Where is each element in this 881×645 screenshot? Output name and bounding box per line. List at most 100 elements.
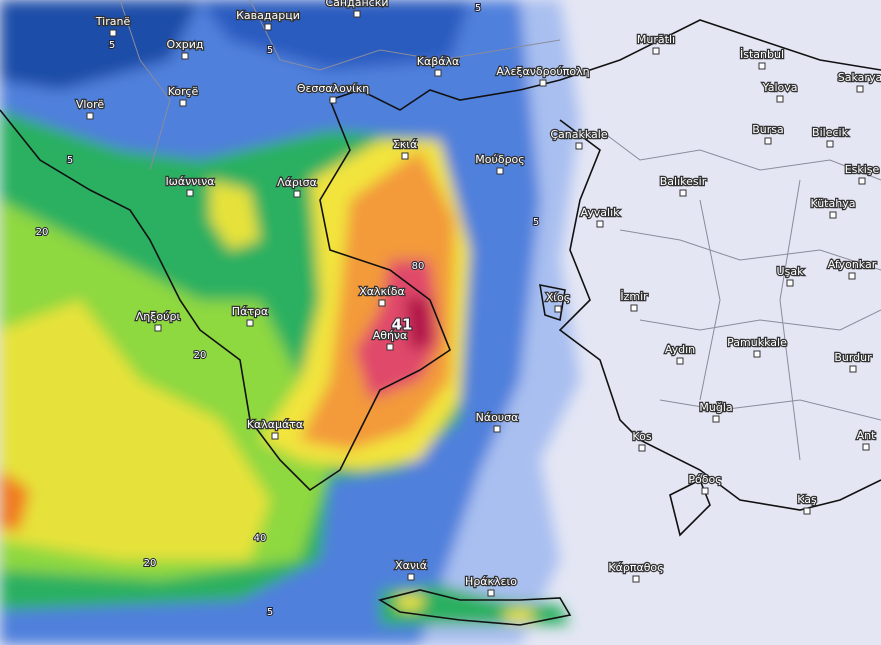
city-marker — [849, 365, 857, 373]
city-label: Χαλκίδα — [359, 285, 404, 298]
contour-label: 5 — [267, 45, 273, 56]
city-marker — [554, 305, 562, 313]
city-marker — [386, 343, 394, 351]
city-marker — [181, 52, 189, 60]
city-marker — [407, 573, 415, 581]
contour-label: 5 — [267, 607, 273, 618]
city-label: Πάτρα — [232, 305, 268, 318]
city-label: Ιωάννινα — [165, 175, 214, 188]
city-marker — [632, 575, 640, 583]
city-label: Tiranë — [95, 15, 131, 28]
city-label: Eskişe — [845, 163, 880, 176]
city-label: Λάρισα — [277, 176, 317, 189]
city-marker — [764, 137, 772, 145]
city-label: Pamukkale — [727, 336, 787, 349]
city-marker — [186, 189, 194, 197]
contour-label: 20 — [144, 558, 157, 569]
city-marker — [575, 142, 583, 150]
contour-label: 5 — [533, 217, 539, 228]
city-marker — [856, 85, 864, 93]
city-label: Σκιά — [393, 138, 417, 151]
city-marker — [848, 272, 856, 280]
city-marker — [630, 304, 638, 312]
city-marker — [858, 177, 866, 185]
city-marker — [679, 189, 687, 197]
contour-label: 5 — [67, 155, 73, 166]
city-marker — [329, 96, 337, 104]
city-label: Murātlı — [637, 33, 675, 46]
city-label: Кавадарци — [236, 9, 300, 22]
city-label: Νάουσα — [476, 411, 519, 424]
city-marker — [109, 29, 117, 37]
city-marker — [753, 350, 761, 358]
city-marker — [712, 415, 720, 423]
city-marker — [154, 324, 162, 332]
city-marker — [676, 357, 684, 365]
city-marker — [487, 589, 495, 597]
city-label: Bilecik — [812, 126, 849, 139]
city-marker — [271, 432, 279, 440]
city-label: Kos — [632, 430, 651, 443]
coastlines — [0, 19, 881, 626]
city-marker — [264, 23, 272, 31]
city-label: Vlorë — [76, 98, 105, 111]
city-label: Αθήνα — [373, 329, 408, 342]
city-marker — [652, 47, 660, 55]
city-marker — [701, 487, 709, 495]
city-marker — [596, 220, 604, 228]
city-marker — [496, 167, 504, 175]
city-label: Aydın — [665, 343, 695, 356]
city-label: Χίος — [546, 291, 570, 304]
city-label: İstanbul — [740, 48, 784, 61]
contour-label: 41 — [392, 316, 413, 334]
city-marker — [758, 62, 766, 70]
city-label: Korçë — [168, 85, 199, 98]
city-label: Kaş — [797, 493, 817, 506]
city-label: Afyonkar — [828, 258, 877, 271]
city-marker — [826, 140, 834, 148]
city-marker — [434, 69, 442, 77]
city-label: Kütahya — [811, 197, 856, 210]
city-label: Охрид — [167, 38, 204, 51]
city-marker — [179, 99, 187, 107]
city-label: Uşak — [777, 265, 805, 278]
city-label: Burdur — [834, 351, 872, 364]
city-marker — [401, 152, 409, 160]
city-marker — [353, 10, 361, 18]
city-label: İzmir — [620, 290, 648, 303]
contour-label: 80 — [412, 261, 425, 272]
city-marker — [378, 299, 386, 307]
city-marker — [293, 190, 301, 198]
city-marker — [539, 79, 547, 87]
city-marker — [786, 279, 794, 287]
city-label: Καλαμάτα — [247, 418, 303, 431]
city-label: Sakarya — [838, 71, 881, 84]
city-label: Ρόδος — [688, 473, 721, 486]
city-marker — [86, 112, 94, 120]
city-label: Ant — [857, 429, 876, 442]
city-label: Bursa — [752, 123, 784, 136]
city-label: Θεσσαλονίκη — [297, 82, 369, 95]
city-label: Αλεξανδρούπολη — [496, 65, 589, 78]
contour-label: 5 — [475, 3, 481, 14]
precipitation-field — [0, 0, 580, 645]
city-label: Χανιά — [395, 559, 427, 572]
city-label: Çanakkale — [550, 128, 607, 141]
city-label: Ηράκλειο — [465, 575, 517, 588]
city-label: Yalova — [762, 81, 798, 94]
contour-label: 5 — [109, 40, 115, 51]
city-marker — [829, 211, 837, 219]
city-marker — [862, 443, 870, 451]
labels: Tiranë Охрид Кавадарци Сандански Korçë Vlorë Θ… — [35, 0, 881, 619]
contour-label: 40 — [254, 533, 267, 544]
contour-label: 20 — [194, 350, 207, 361]
city-label: Μούδρος — [475, 153, 524, 166]
city-label: Balıkesir — [660, 175, 707, 188]
borders — [119, 0, 881, 461]
city-label: Ληξούρι — [136, 310, 181, 323]
city-marker — [776, 95, 784, 103]
city-marker — [803, 507, 811, 515]
city-marker — [493, 425, 501, 433]
city-marker — [638, 444, 646, 452]
